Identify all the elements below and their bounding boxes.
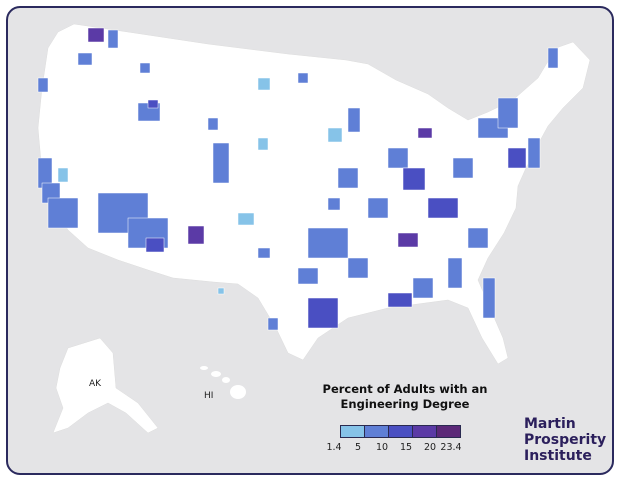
map-frame: AK HI Percent of Adults with an Engineer… [6,6,614,475]
metro-area [402,167,426,191]
legend-tick: 10 [375,442,389,453]
metro-area [297,267,319,285]
metro-area [417,127,433,139]
metro-patches [37,27,559,331]
metro-area [87,27,105,43]
metro-area [57,167,69,183]
metro-area [412,277,434,299]
metro-area [497,97,519,129]
metro-area [107,29,119,49]
metro-area [467,227,489,249]
hawaii-label: HI [204,391,214,401]
metro-area [77,52,93,66]
legend-title-line2: Engineering Degree [340,397,470,411]
legend-tick: 23.4 [440,442,462,453]
brand-logo: Martin Prosperity Institute [524,416,606,464]
legend-color-bar [340,425,461,438]
metro-area [347,257,369,279]
metro-area [387,292,413,308]
metro-area [337,167,359,189]
metro-area [47,197,79,229]
legend-swatch [413,426,437,437]
metro-area [387,147,409,169]
brand-line1: Martin [524,416,576,432]
legend-swatch [341,426,365,437]
metro-area [217,287,225,295]
legend-tick: 15 [399,442,413,453]
legend-title-line1: Percent of Adults with an [322,382,488,396]
metro-area [237,212,255,226]
metro-area [139,62,151,74]
metro-area [207,117,219,131]
legend-title: Percent of Adults with an Engineering De… [320,382,490,412]
legend-tick: 5 [354,442,362,453]
brand-line2: Prosperity [524,432,607,448]
metro-area [212,142,230,184]
metro-area [452,157,474,179]
metro-area [397,232,419,248]
metro-area [257,247,271,259]
legend-swatch [437,426,460,437]
metro-area [547,47,559,69]
metro-area [482,277,496,319]
metro-area [267,317,279,331]
metro-area [327,197,341,211]
metro-area [147,99,159,109]
hawaii [200,366,246,399]
metro-area [327,127,343,143]
us-map [37,23,591,434]
alaska [52,337,159,434]
legend-swatch [389,426,413,437]
metro-area [145,237,165,253]
metro-area [507,147,527,169]
brand-line3: Institute [524,448,592,464]
metro-area [257,137,269,151]
metro-area [347,107,361,133]
metro-area [527,137,541,169]
metro-area [367,197,389,219]
metro-area [307,297,339,329]
metro-area [37,77,49,93]
metro-area [187,225,205,245]
metro-area [297,72,309,84]
metro-area [307,227,349,259]
alaska-label: AK [89,379,102,389]
legend-tick: 1.4 [326,442,342,453]
legend-tick: 20 [423,442,437,453]
metro-area [257,77,271,91]
metro-area [447,257,463,289]
legend-swatch [365,426,389,437]
metro-area [427,197,459,219]
